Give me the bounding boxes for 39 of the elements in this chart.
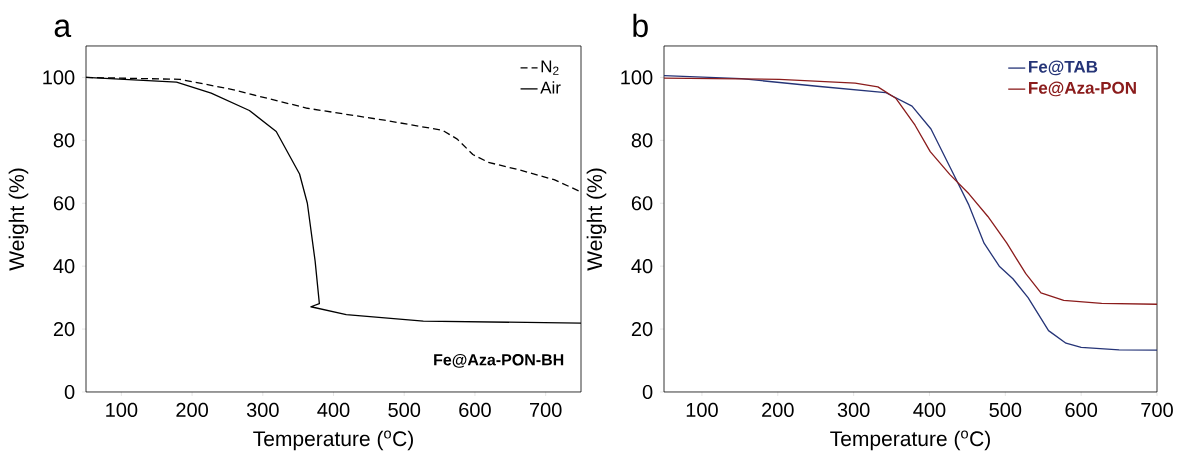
annotation: Fe@Aza-PON-BH [434,353,564,368]
x-tick-label: 700 [1141,402,1173,418]
x-tick-label: 300 [837,402,870,418]
legend-label: Air [540,81,561,94]
legend-label: N$_{2}$ [541,60,559,75]
y-tick-label: 0 [64,384,75,400]
x-tick-label: 600 [459,402,491,418]
x-tick-label: 500 [989,402,1022,418]
y-tick-label: 20 [631,321,653,337]
y-tick-label: 40 [631,259,653,274]
y-tick-label: 80 [631,133,653,148]
x-tick-label: 300 [246,402,279,418]
y-tick-label: 60 [631,196,653,211]
y-axis-title: Weight (%) [8,168,29,271]
x-tick-label: 500 [388,402,421,418]
x-axis-title: Temperature ($^{o}$C) [253,430,413,451]
legend-label: Fe@TAB [1029,60,1098,76]
y-tick-label: 20 [53,321,75,337]
y-tick-label: 60 [53,196,75,211]
x-tick-label: 100 [686,402,718,418]
y-axis-title: Weight (%) [586,168,607,271]
x-tick-label: 600 [1065,402,1098,418]
chart-title: b [633,13,648,38]
x-tick-label: 200 [176,402,208,418]
x-tick-label: 100 [106,402,138,418]
x-tick-label: 700 [530,402,562,418]
line-series [664,74,1157,351]
line-series [664,77,1157,305]
y-tick-label: 80 [53,133,75,148]
x-tick-label: 400 [913,402,946,418]
y-tick-label: 0 [642,384,653,400]
chart-title: a [54,19,72,38]
y-tick-label: 100 [621,70,653,85]
x-tick-label: 200 [762,402,794,418]
y-tick-label: 100 [43,70,75,85]
y-tick-label: 40 [53,259,75,274]
x-tick-label: 400 [317,402,350,418]
x-axis-title: Temperature ($^{o}$C) [830,430,990,451]
legend-label: Fe@Aza-PON [1029,81,1136,97]
